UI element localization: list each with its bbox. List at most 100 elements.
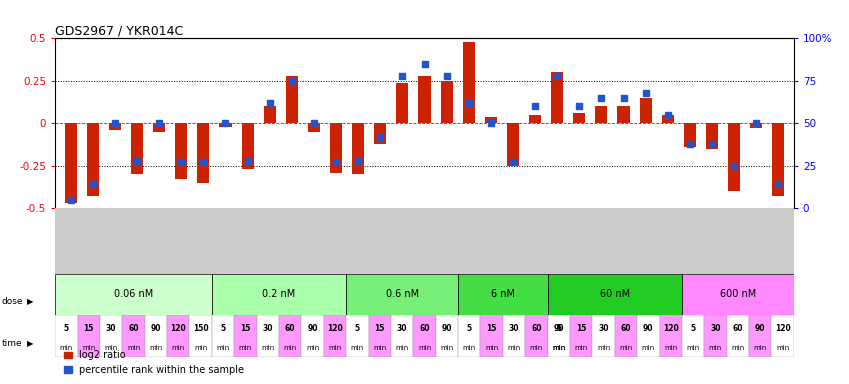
Bar	[144, 315, 167, 357]
Bar	[212, 273, 346, 315]
Bar	[368, 315, 391, 357]
Bar	[100, 315, 122, 357]
Text: 60: 60	[285, 324, 295, 333]
Bar	[749, 315, 772, 357]
Bar	[507, 123, 519, 166]
Text: dose: dose	[2, 297, 23, 306]
Bar	[131, 123, 143, 174]
Text: 60: 60	[621, 324, 631, 333]
Bar	[529, 115, 541, 123]
Text: min: min	[619, 345, 633, 351]
Text: ▶: ▶	[27, 297, 34, 306]
Text: min: min	[194, 345, 207, 351]
Bar	[683, 123, 696, 147]
Text: 15: 15	[576, 324, 587, 333]
Bar	[706, 123, 718, 149]
Text: 5: 5	[467, 324, 472, 333]
Bar	[346, 315, 368, 357]
Text: min: min	[731, 345, 745, 351]
Bar	[219, 123, 232, 127]
Text: 60: 60	[531, 324, 542, 333]
Bar	[264, 106, 276, 123]
Bar	[639, 98, 652, 123]
Text: 15: 15	[486, 324, 497, 333]
Text: 30: 30	[599, 324, 609, 333]
Point	[572, 103, 586, 109]
Point	[219, 120, 233, 126]
Text: 120: 120	[663, 324, 678, 333]
Bar	[485, 116, 497, 123]
Bar	[436, 315, 458, 357]
Bar	[617, 106, 630, 123]
Point	[506, 159, 520, 166]
Point	[661, 112, 675, 118]
Bar	[286, 76, 298, 123]
Text: min: min	[82, 345, 95, 351]
Bar	[77, 315, 100, 357]
Text: min: min	[709, 345, 722, 351]
Point	[174, 159, 188, 166]
Bar	[526, 315, 548, 357]
Text: 15: 15	[83, 324, 94, 333]
Bar	[352, 123, 364, 174]
Text: 60: 60	[733, 324, 743, 333]
Point	[528, 103, 542, 109]
Bar	[548, 273, 682, 315]
Text: min: min	[418, 345, 431, 351]
Bar	[682, 315, 705, 357]
Text: 6 nM: 6 nM	[491, 290, 514, 300]
Text: 90: 90	[441, 324, 453, 333]
Point	[418, 61, 431, 67]
Bar	[55, 273, 212, 315]
Point	[197, 159, 211, 166]
Bar	[727, 315, 749, 357]
Text: min: min	[284, 345, 297, 351]
Text: 0.06 nM: 0.06 nM	[114, 290, 153, 300]
Bar	[593, 315, 615, 357]
Text: min: min	[597, 345, 610, 351]
Text: min: min	[59, 345, 73, 351]
Text: min: min	[149, 345, 162, 351]
Bar	[175, 123, 188, 179]
Bar	[391, 315, 413, 357]
Bar	[65, 123, 76, 203]
Text: min: min	[373, 345, 386, 351]
Text: min: min	[351, 345, 364, 351]
Text: min: min	[216, 345, 230, 351]
Bar	[330, 123, 342, 172]
Point	[683, 141, 697, 147]
Bar	[573, 113, 585, 123]
Point	[728, 163, 741, 169]
Bar	[234, 315, 256, 357]
Bar	[481, 315, 503, 357]
Text: 5: 5	[355, 324, 360, 333]
Bar	[751, 123, 762, 128]
Bar	[122, 315, 144, 357]
Text: 600 nM: 600 nM	[720, 290, 756, 300]
Text: 30: 30	[711, 324, 721, 333]
Point	[550, 73, 564, 79]
Bar	[241, 123, 254, 169]
Text: 90: 90	[755, 324, 766, 333]
Point	[285, 78, 299, 84]
Text: 0.6 nM: 0.6 nM	[385, 290, 419, 300]
Text: min: min	[508, 345, 520, 351]
Text: min: min	[463, 345, 476, 351]
Point	[152, 120, 166, 126]
Point	[462, 100, 475, 106]
Text: 150: 150	[193, 324, 209, 333]
Point	[329, 159, 343, 166]
Bar	[503, 315, 526, 357]
Text: min: min	[441, 345, 453, 351]
Text: 60: 60	[128, 324, 138, 333]
Text: min: min	[575, 345, 588, 351]
Text: 30: 30	[262, 324, 273, 333]
Text: min: min	[776, 345, 790, 351]
Text: min: min	[642, 345, 655, 351]
Text: 120: 120	[775, 324, 790, 333]
Bar	[463, 42, 475, 123]
Text: 15: 15	[374, 324, 385, 333]
Text: 0.2 nM: 0.2 nM	[262, 290, 295, 300]
Point	[594, 95, 608, 101]
Point	[484, 120, 498, 126]
